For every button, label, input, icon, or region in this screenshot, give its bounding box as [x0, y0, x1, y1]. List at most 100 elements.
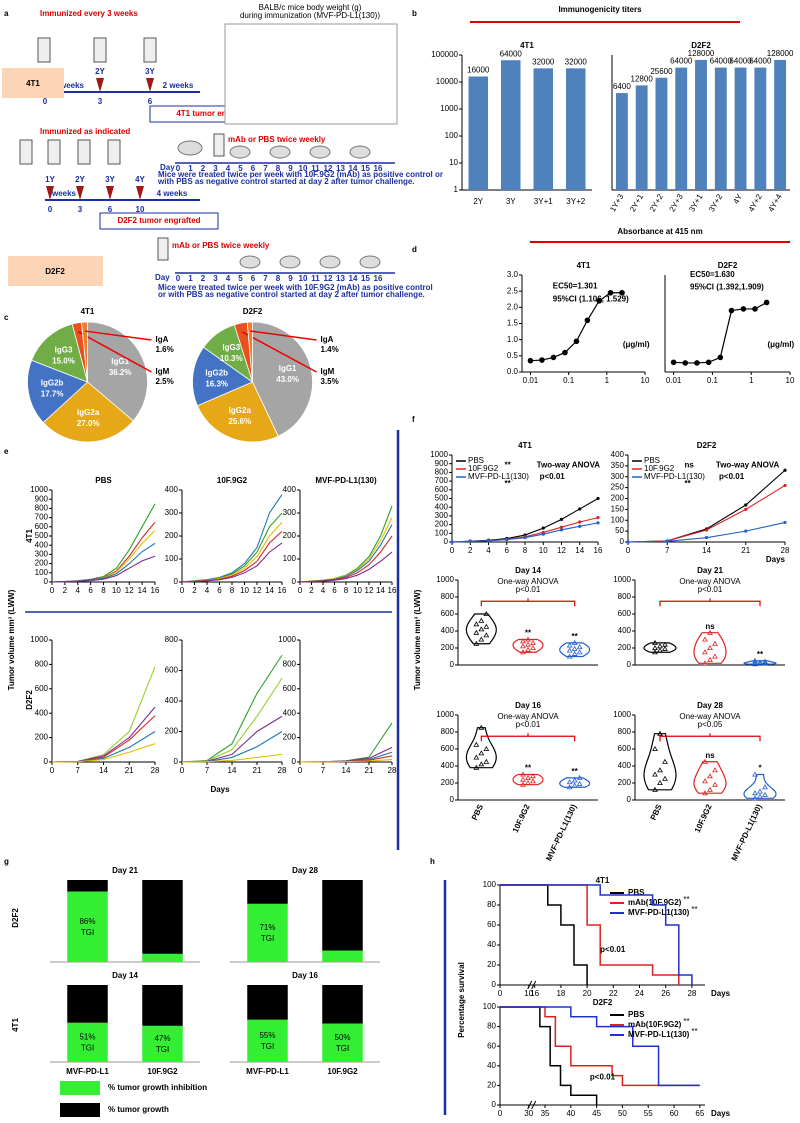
series-line [51, 706, 156, 763]
legend-swatch [60, 1103, 100, 1117]
x-tick-label: 45 [592, 1109, 601, 1118]
point [694, 360, 700, 366]
annotation: ns [685, 461, 695, 470]
bar-segment [142, 1025, 183, 1062]
x-tick-label: 2Y+1 [628, 192, 646, 213]
y-tick-label: 60 [487, 1041, 496, 1050]
point [744, 503, 748, 507]
chart-title: D2F2 [691, 41, 711, 50]
x-tick-label: 14 [376, 586, 385, 595]
y-tick-label: 100000 [431, 50, 458, 59]
x-tick-label: 10 [240, 586, 249, 595]
panel-header: Immunogenicity titers [558, 5, 642, 14]
x-tick-label: 4Y [731, 192, 744, 206]
chart-title: Day 28 [292, 866, 318, 875]
point [762, 791, 768, 797]
bracket [480, 733, 576, 742]
mouse [359, 255, 381, 269]
y-tick-label: 300 [435, 511, 449, 520]
syringe [213, 133, 225, 157]
text: weeks [51, 189, 77, 198]
point [757, 793, 763, 799]
annotation: ** [505, 461, 512, 470]
point [473, 621, 480, 627]
leader [242, 331, 317, 373]
bar [714, 67, 727, 190]
significance: ns [705, 751, 715, 760]
point [520, 781, 526, 787]
y-tick-label: 200 [283, 733, 297, 742]
pie-slice [81, 321, 88, 383]
significance: ** [525, 629, 532, 638]
y-tick-label: 0.5 [507, 351, 519, 360]
point [525, 641, 531, 647]
y-tick-label: 0 [44, 757, 49, 766]
point [486, 539, 491, 543]
annotation: p<0.01 [600, 945, 626, 954]
point [530, 645, 536, 650]
y-tick-label: 0 [492, 980, 497, 989]
y-tick-label: 2.0 [507, 302, 519, 311]
chart-title: Day 21 [697, 566, 723, 575]
value-label: 64000 [729, 57, 752, 66]
x-tick-label: 4Y+2 [747, 192, 765, 213]
annotation: Two-way ANOVA [716, 461, 780, 470]
text: 0 [43, 97, 48, 106]
y-tick-label: 900 [435, 459, 449, 468]
legend-label: MVF-PD-L1(130) [628, 908, 690, 917]
chart-title: Day 14 [112, 971, 138, 980]
x-tick-label: 6 [88, 586, 93, 595]
bar-segment [142, 880, 183, 954]
point [707, 645, 713, 650]
axis-title: Percentage survival [457, 962, 466, 1038]
series-line [51, 503, 156, 583]
y-tick-label: 600 [441, 744, 455, 753]
y-tick-label: 10000 [436, 77, 459, 86]
violin [512, 773, 544, 786]
point [707, 786, 713, 792]
y-tick-label: 200 [165, 727, 179, 736]
x-tick-label: 2Y+2 [648, 192, 666, 213]
x-tick-label: 0 [626, 546, 631, 555]
text: Day [160, 163, 175, 172]
x-tick-label: 3Y+2 [566, 197, 585, 206]
point [525, 646, 531, 652]
point [483, 611, 490, 616]
text: or with PBS as negative control started … [158, 290, 425, 299]
series-line [181, 654, 283, 763]
y-tick-label: 100 [611, 515, 625, 524]
point [670, 359, 677, 366]
point [662, 775, 668, 781]
x-tick-label: 0.01 [523, 376, 539, 385]
x-tick-label: 28 [388, 766, 397, 775]
significance: ** [757, 650, 764, 659]
point [712, 640, 718, 646]
y-tick-label: 400 [441, 626, 455, 635]
text: 10 [136, 205, 145, 214]
slice-label: IgM [156, 367, 170, 376]
x-tick-label: 10F.9G2 [693, 802, 714, 834]
y-tick-label: 0 [627, 660, 632, 669]
bar-segment [322, 950, 363, 962]
day-label: 5 [238, 164, 243, 173]
point [520, 649, 526, 655]
y-tick-label: 400 [283, 708, 297, 717]
series-line [299, 517, 393, 583]
x-tick-label: 16 [530, 989, 539, 998]
point [657, 643, 663, 649]
slice-label: IgA [156, 335, 169, 344]
pie-slice [192, 346, 254, 407]
series-line [181, 542, 283, 583]
x-tick-label: 16 [594, 546, 603, 555]
chart-title: D2F2 [593, 998, 613, 1007]
y-tick-label: 600 [441, 609, 455, 618]
significance: ** [572, 767, 579, 776]
series-line [51, 555, 156, 583]
x-tick-label: 14 [138, 586, 147, 595]
x-tick-label: 26 [661, 989, 670, 998]
point [705, 359, 712, 366]
day-label: 5 [238, 274, 243, 283]
annotation: EC50=1.630 [690, 270, 735, 279]
legend-label: mAb(10F.9G2) [628, 898, 682, 907]
